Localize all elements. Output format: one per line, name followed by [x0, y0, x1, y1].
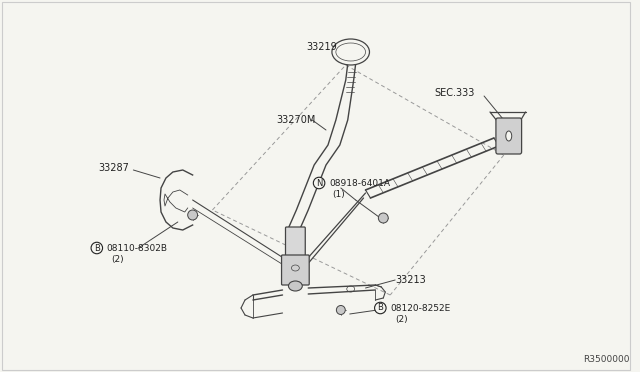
Text: 33219: 33219 [307, 42, 337, 52]
Text: 33213: 33213 [395, 275, 426, 285]
Ellipse shape [378, 213, 388, 223]
Text: 33287: 33287 [99, 163, 130, 173]
Text: B: B [378, 304, 383, 312]
Text: N: N [316, 179, 323, 187]
Text: B: B [94, 244, 100, 253]
Text: (1): (1) [332, 190, 345, 199]
FancyBboxPatch shape [282, 255, 309, 285]
FancyBboxPatch shape [496, 118, 522, 154]
Text: 33270M: 33270M [276, 115, 316, 125]
Ellipse shape [336, 43, 365, 61]
Text: (2): (2) [111, 255, 124, 264]
Text: (2): (2) [395, 315, 408, 324]
Text: SEC.333: SEC.333 [435, 88, 475, 98]
Text: 08918-6401A: 08918-6401A [329, 179, 390, 188]
Text: R3500000: R3500000 [583, 355, 629, 364]
Ellipse shape [506, 131, 512, 141]
Ellipse shape [289, 281, 302, 291]
Text: 08110-8302B: 08110-8302B [107, 244, 168, 253]
Text: 08120-8252E: 08120-8252E [390, 304, 451, 313]
Ellipse shape [337, 305, 345, 314]
Ellipse shape [332, 39, 369, 65]
FancyBboxPatch shape [285, 227, 305, 259]
Ellipse shape [188, 210, 198, 220]
